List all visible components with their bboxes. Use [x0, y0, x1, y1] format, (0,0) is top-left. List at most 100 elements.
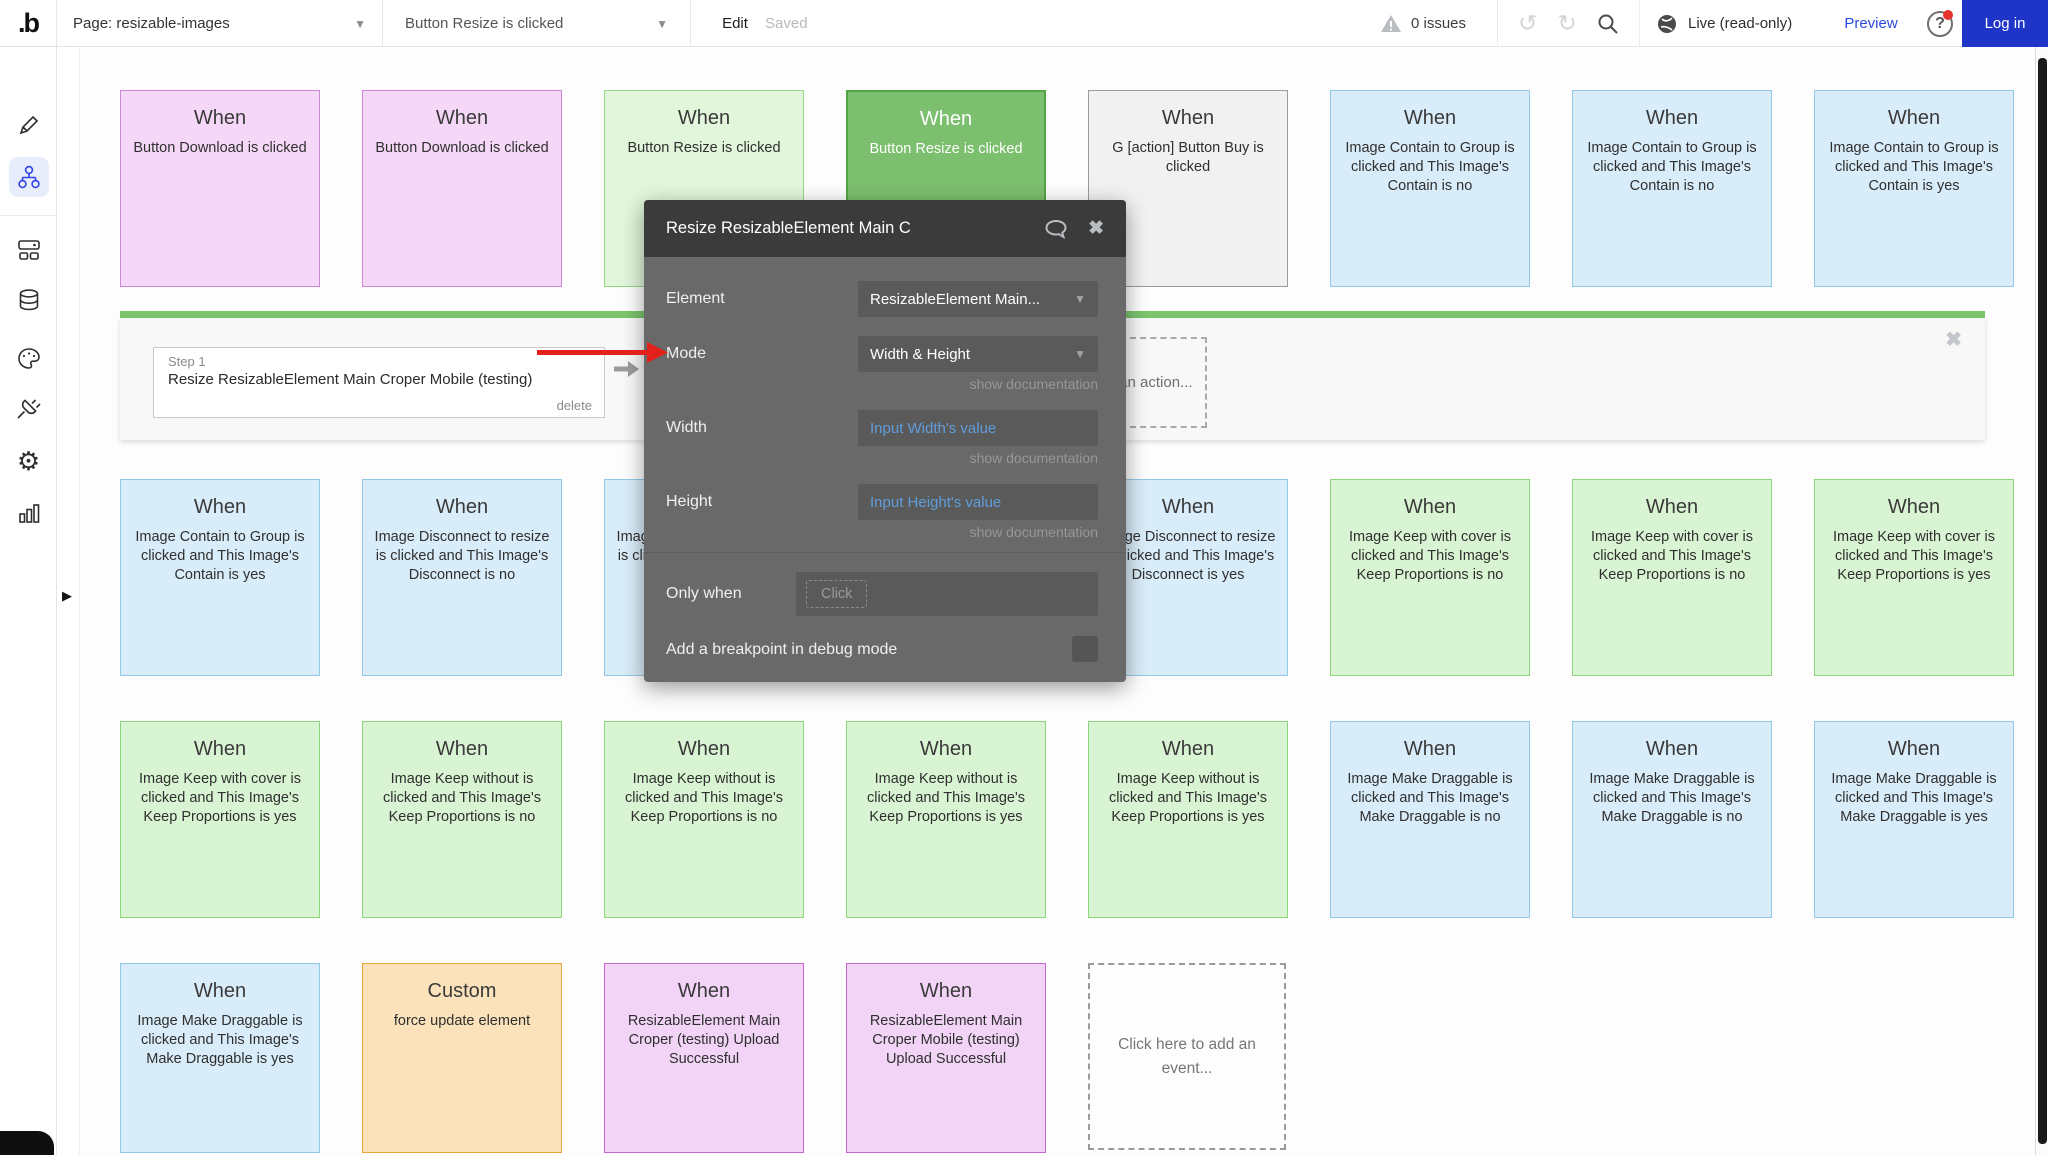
when-event-card[interactable]: When Image Keep without is clicked and Th… [846, 721, 1046, 918]
when-event-card[interactable]: When Image Make Draggable is clicked and … [1572, 721, 1772, 918]
top-bar: .b Page: resizable-images ▼ Button Resiz… [0, 0, 2048, 47]
card-body: Image Keep with cover is clicked and Thi… [139, 771, 301, 826]
height-label: Height [666, 493, 713, 510]
step-card[interactable]: Step 1 Resize ResizableElement Main Crop… [153, 347, 605, 418]
when-event-card[interactable]: When Image Contain to Group is clicked an… [1330, 90, 1530, 287]
when-event-card[interactable]: When Image Disconnect to resize is clicke… [362, 479, 562, 676]
redo-icon[interactable]: ↻ [1557, 10, 1577, 36]
show-documentation-link[interactable]: show documentation [969, 450, 1098, 466]
card-title: When [1887, 738, 1941, 760]
edit-menu[interactable]: Edit [722, 15, 748, 32]
login-button[interactable]: Log in [1962, 0, 2048, 47]
show-documentation-link[interactable]: show documentation [969, 524, 1098, 540]
vertical-scrollbar [2035, 47, 2048, 1155]
canvas-gutter: ▶ [57, 47, 80, 1155]
element-dropdown[interactable]: ResizableElement Main... ▼ [858, 281, 1098, 317]
when-event-card[interactable]: When Button Download is clicked [120, 90, 320, 287]
environment-label: Live (read-only) [1688, 15, 1793, 32]
when-event-card[interactable]: When Image Make Draggable is clicked and … [1330, 721, 1530, 918]
mode-label: Mode [666, 345, 707, 362]
when-event-card[interactable]: When Image Contain to Group is clicked an… [120, 479, 320, 676]
when-event-card[interactable]: When Image Make Draggable is clicked and … [120, 963, 320, 1153]
undo-icon[interactable]: ↺ [1518, 10, 1538, 36]
divider [0, 215, 57, 216]
chevron-down-icon: ▼ [1074, 347, 1086, 361]
comment-bubble-icon[interactable] [1044, 219, 1068, 239]
modal-header[interactable]: Resize ResizableElement Main C ✖ [644, 200, 1126, 257]
left-sidebar: ⚙ [0, 47, 57, 1155]
preview-button[interactable]: Preview [1844, 15, 1898, 32]
page-selector-dropdown[interactable]: Page: resizable-images ▼ [57, 0, 383, 47]
card-body: G [action] Button Buy is clicked [1112, 140, 1264, 176]
width-expression-input[interactable]: Input Width's value [858, 410, 1098, 446]
question-icon: ? [1927, 9, 1953, 37]
card-body: Image Contain to Group is clicked and Th… [1587, 140, 1757, 195]
card-title: When [193, 107, 247, 129]
card-title: When [677, 107, 731, 129]
workflow-selector-label: Button Resize is clicked [405, 15, 564, 32]
only-when-label: Only when [666, 585, 742, 602]
when-event-card[interactable]: When Image Keep with cover is clicked and… [120, 721, 320, 918]
click-insert-chip[interactable]: Click [806, 580, 868, 608]
when-event-card[interactable]: When Image Keep with cover is clicked and… [1814, 479, 2014, 676]
card-body: Image Make Draggable is clicked and This… [1831, 771, 1997, 826]
card-title: When [1645, 496, 1699, 518]
expand-panel-handle[interactable]: ▶ [62, 588, 72, 603]
help-button[interactable]: ? [1918, 0, 1962, 47]
when-event-card[interactable]: When Image Keep without is clicked and Th… [362, 721, 562, 918]
card-title: When [919, 980, 973, 1002]
sidebar-item-logs chart-icon[interactable] [0, 491, 57, 535]
corner-overlay [0, 1131, 54, 1155]
sidebar-item-settings gear-icon[interactable]: ⚙ [16, 446, 41, 476]
width-label: Width [666, 419, 707, 436]
only-when-input[interactable]: Click [796, 572, 1098, 616]
environment-indicator[interactable]: Live (read-only) [1640, 0, 1828, 47]
close-icon[interactable]: ✖ [1088, 218, 1104, 239]
when-event-card[interactable]: When G [action] Button Buy is clicked [1088, 90, 1288, 287]
height-expression-input[interactable]: Input Height's value [858, 484, 1098, 520]
when-event-card[interactable]: When Image Keep without is clicked and Th… [1088, 721, 1288, 918]
card-title: Custom [427, 980, 497, 1002]
sidebar-item-plugins plugin-icon[interactable] [0, 387, 57, 431]
card-body: Image Keep with cover is clicked and Thi… [1833, 529, 1995, 584]
next-step-arrow-icon [612, 358, 640, 385]
when-event-card[interactable]: When Image Contain to Group is clicked an… [1814, 90, 2014, 287]
mode-dropdown[interactable]: Width & Height ▼ [858, 336, 1098, 372]
sidebar-item-data database-icon[interactable] [0, 278, 57, 322]
sidebar-item-design pencil-icon[interactable] [0, 103, 57, 147]
when-event-card[interactable]: When Image Make Draggable is clicked and … [1814, 721, 2014, 918]
breakpoint-checkbox[interactable] [1072, 636, 1098, 662]
when-event-card[interactable]: When Button Download is clicked [362, 90, 562, 287]
show-documentation-link[interactable]: show documentation [969, 376, 1098, 392]
sidebar-item-components components-icon[interactable] [0, 227, 57, 271]
sidebar-item-styles palette-icon[interactable] [0, 337, 57, 381]
card-title: When [435, 107, 489, 129]
scrollbar-thumb[interactable] [2038, 58, 2047, 1144]
event-row: When Button Download is clicked When Button… [120, 90, 2014, 287]
issues-indicator[interactable]: 0 issues [1380, 0, 1497, 47]
when-event-card[interactable]: When Image Keep with cover is clicked and… [1572, 479, 1772, 676]
card-body: Image Keep without is clicked and This I… [624, 771, 784, 826]
workflow-selector-dropdown[interactable]: Button Resize is clicked ▼ [383, 0, 691, 47]
bubble-logo[interactable]: .b [0, 0, 57, 47]
card-body: Image Keep without is clicked and This I… [866, 771, 1026, 826]
search-icon[interactable] [1597, 13, 1619, 35]
when-event-card[interactable]: When ResizableElement Main Croper Mobile … [846, 963, 1046, 1153]
when-event-card[interactable]: When ResizableElement Main Croper (testin… [604, 963, 804, 1153]
when-event-card[interactable]: When Image Keep without is clicked and Th… [604, 721, 804, 918]
card-title: When [1403, 496, 1457, 518]
custom-event-card[interactable]: Custom force update element [362, 963, 562, 1153]
card-title: When [1161, 107, 1215, 129]
close-icon[interactable]: ✖ [1945, 329, 1962, 351]
when-event-card[interactable]: When Image Keep with cover is clicked and… [1330, 479, 1530, 676]
add-event-box[interactable]: Click here to add an event... [1088, 963, 1286, 1150]
step-delete-link[interactable]: delete [556, 398, 592, 413]
width-expression: Input Width's value [870, 419, 997, 437]
card-body: Button Download is clicked [133, 140, 307, 156]
saved-status: Saved [765, 15, 808, 32]
sidebar-item-workflow workflow-icon[interactable] [0, 155, 57, 199]
history-tools: ↺ ↻ [1497, 0, 1640, 47]
card-body: Image Contain to Group is clicked and Th… [1345, 140, 1515, 195]
when-event-card[interactable]: When Image Contain to Group is clicked an… [1572, 90, 1772, 287]
